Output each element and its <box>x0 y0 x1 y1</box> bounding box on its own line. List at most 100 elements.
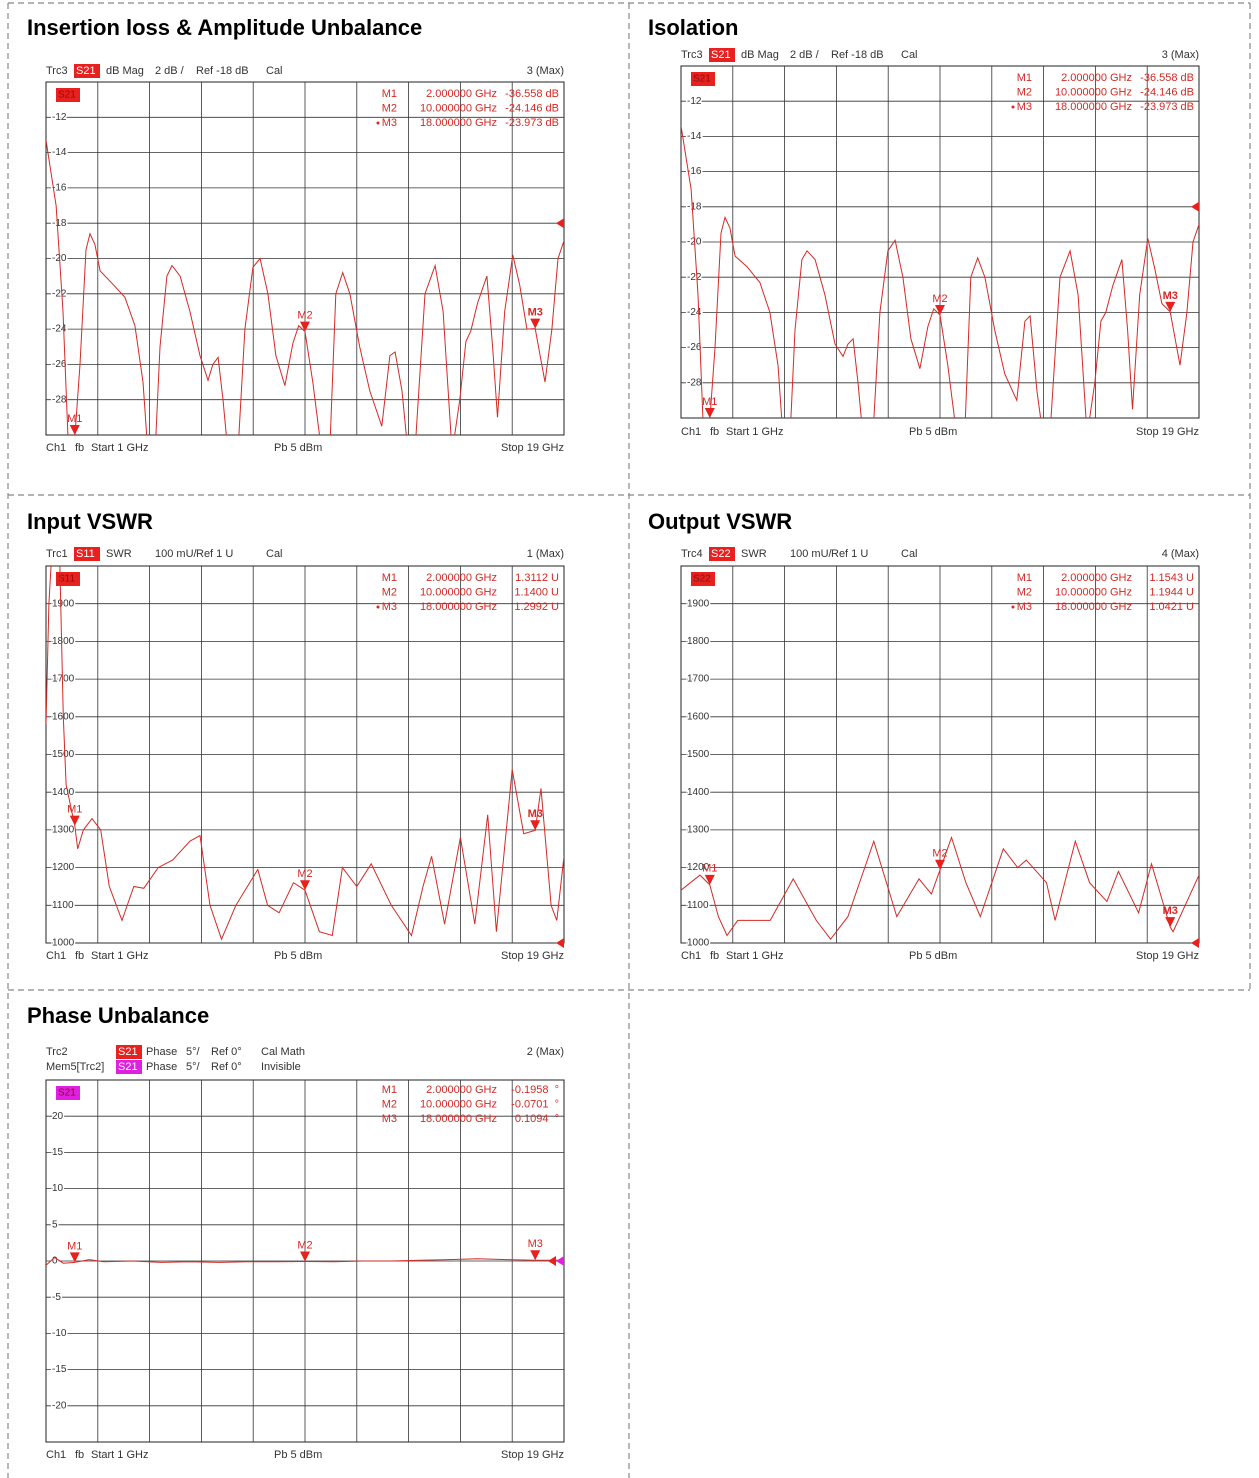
trace-format: Phase <box>146 1061 177 1073</box>
active-marker-dot <box>1011 605 1015 609</box>
chart-title: Phase Unbalance <box>27 1003 209 1028</box>
marker-triangle <box>69 1252 80 1263</box>
chart-panel: Input VSWR Trc1 S11 SWR 100 mU/Ref 1 U Cal 1 (… <box>27 509 565 962</box>
y-tick-label: -28 <box>687 377 702 388</box>
marker-value: -0.0701 ° <box>511 1098 559 1110</box>
marker-label: M1 <box>67 804 82 816</box>
y-tick-label: 1600 <box>687 711 710 722</box>
marker-freq: 18.000000 GHz <box>420 117 497 129</box>
marker-name: M3 <box>1017 101 1032 113</box>
y-tick-label: 20 <box>52 1111 64 1122</box>
marker-triangle <box>300 880 310 891</box>
param-tag-bg <box>116 1045 142 1059</box>
y-tick-label: -22 <box>687 272 702 283</box>
marker-value: -24.146 dB <box>1140 86 1194 98</box>
marker-label: M3 <box>528 307 543 319</box>
marker-triangle <box>935 304 945 315</box>
marker-name: M1 <box>382 572 397 584</box>
trace-scale: 2 dB / <box>790 49 820 61</box>
marker-value: 1.2992 U <box>514 601 559 613</box>
marker-name: M1 <box>1017 72 1032 84</box>
marker-name: M3 <box>1017 601 1032 613</box>
marker-label: M2 <box>297 1239 312 1251</box>
y-tick-label: -12 <box>52 112 67 123</box>
y-tick-label: -10 <box>52 1328 67 1339</box>
y-tick-label: -20 <box>52 1400 67 1411</box>
y-tick-label: 1500 <box>687 749 710 760</box>
marker-value: -36.558 dB <box>505 88 559 100</box>
marker-freq: 10.000000 GHz <box>420 102 497 114</box>
trace-format: dB Mag <box>741 49 779 61</box>
marker-triangle <box>69 815 80 826</box>
max-label: 3 (Max) <box>527 65 564 77</box>
footer-stop: Stop 19 GHz <box>501 950 564 962</box>
max-label: 2 (Max) <box>527 1046 564 1058</box>
y-tick-label: 1400 <box>52 787 75 798</box>
plot-tag-bg <box>691 572 715 586</box>
marker-name: M2 <box>382 1098 397 1110</box>
y-tick-label: -18 <box>52 218 67 229</box>
y-tick-label: 1200 <box>52 862 75 873</box>
footer-stop: Stop 19 GHz <box>501 1449 564 1461</box>
trace-status: Cal <box>266 548 283 560</box>
trace-ref: Ref -18 dB <box>196 65 249 77</box>
marker-name: M3 <box>382 601 397 613</box>
marker-value: -36.558 dB <box>1140 72 1194 84</box>
param-tag-bg <box>709 48 735 62</box>
footer-fb: fb <box>710 950 719 962</box>
trace-name: Trc1 <box>46 548 68 560</box>
marker-name: M1 <box>1017 572 1032 584</box>
trace-status: Invisible <box>261 1061 301 1073</box>
footer-power: Pb 5 dBm <box>274 950 322 962</box>
marker-freq: 18.000000 GHz <box>420 1113 497 1125</box>
footer-channel: Ch1 <box>681 950 701 962</box>
trace-line <box>681 125 1199 418</box>
param-tag-bg <box>74 547 100 561</box>
marker-triangle <box>704 874 715 885</box>
marker-name: M2 <box>1017 86 1032 98</box>
marker-freq: 2.000000 GHz <box>426 1084 497 1096</box>
y-tick-label: 1800 <box>687 636 710 647</box>
footer-stop: Stop 19 GHz <box>1136 426 1199 438</box>
marker-triangle <box>704 408 715 418</box>
y-tick-label: 1200 <box>687 862 710 873</box>
plot-tag: S11 <box>58 574 75 585</box>
footer-start: Start 1 GHz <box>726 426 783 438</box>
ref-level-marker <box>1191 201 1199 212</box>
footer-start: Start 1 GHz <box>91 442 148 454</box>
trace-status: Cal <box>266 65 283 77</box>
plot-tag-bg <box>56 572 80 586</box>
trace-line <box>681 835 1199 941</box>
marker-triangle <box>1165 917 1176 928</box>
trace-name: Trc2 <box>46 1046 68 1058</box>
y-tick-label: -12 <box>687 96 702 107</box>
y-tick-label: 1300 <box>687 825 710 836</box>
trace-scale: 5°/ <box>186 1046 201 1058</box>
footer-stop: Stop 19 GHz <box>501 442 564 454</box>
marker-label: M1 <box>67 1240 82 1252</box>
y-tick-label: -14 <box>687 131 702 142</box>
chart-title: Input VSWR <box>27 509 153 534</box>
y-tick-label: 1100 <box>52 900 74 911</box>
param-tag: S21 <box>711 49 731 61</box>
ref-level-marker <box>1191 938 1199 948</box>
footer-power: Pb 5 dBm <box>274 442 322 454</box>
marker-name: M1 <box>382 88 397 100</box>
max-label: 4 (Max) <box>1162 548 1199 560</box>
marker-label: M1 <box>67 413 82 425</box>
ref-level-marker <box>556 218 564 229</box>
trace-status: Cal <box>901 548 918 560</box>
y-tick-label: -5 <box>52 1292 61 1303</box>
marker-freq: 18.000000 GHz <box>1055 601 1132 613</box>
marker-label: M3 <box>528 808 543 820</box>
plot-tag: S22 <box>693 574 711 585</box>
trace-format: SWR <box>741 548 767 560</box>
y-tick-label: -16 <box>687 166 702 177</box>
y-tick-label: 10 <box>52 1183 64 1194</box>
trace-format: SWR <box>106 548 132 560</box>
marker-name: M2 <box>1017 586 1032 598</box>
footer-start: Start 1 GHz <box>91 1449 148 1461</box>
max-label: 3 (Max) <box>1162 49 1199 61</box>
y-tick-label: 1900 <box>687 598 710 609</box>
plot-tag: S21 <box>58 1088 76 1099</box>
